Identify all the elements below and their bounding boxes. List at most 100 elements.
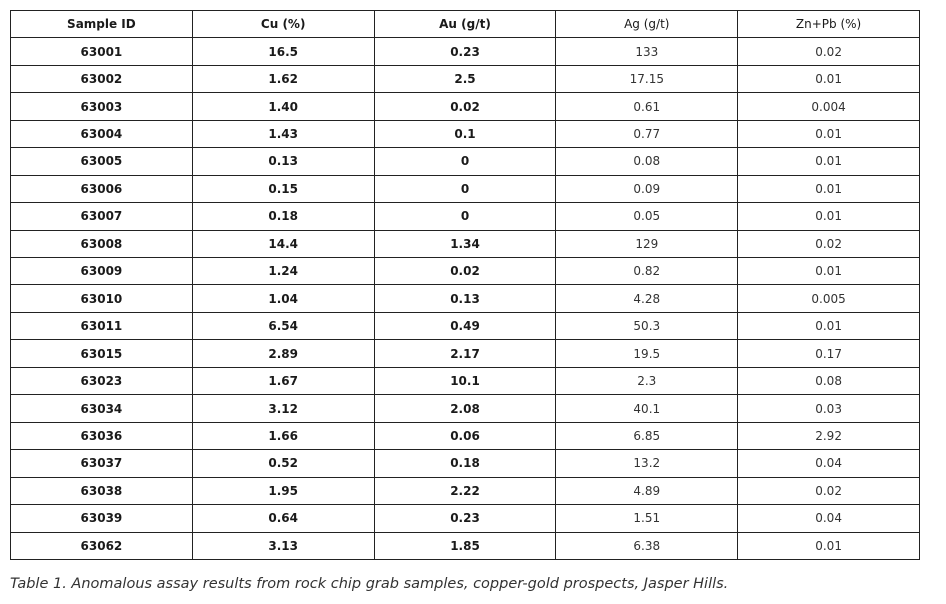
cell-au: 0.23 — [373, 504, 557, 533]
column-header-zn-pb: Zn+Pb (%) — [737, 9, 920, 39]
cell-zn-pb: 0.005 — [737, 284, 920, 313]
cell-ag: 4.28 — [555, 284, 739, 313]
cell-zn-pb: 0.02 — [737, 37, 920, 66]
cell-ag: 13.2 — [555, 449, 739, 478]
cell-sample-id: 63034 — [10, 394, 193, 423]
cell-sample-id: 63015 — [10, 339, 193, 368]
cell-ag: 133 — [555, 37, 739, 66]
table-body: 63001 16.5 0.23 133 0.02 63002 1.62 2.5 17.15 0.0… — [10, 37, 920, 561]
cell-ag: 0.08 — [555, 147, 739, 176]
cell-cu: 1.24 — [191, 257, 375, 286]
table-row: 63001 16.5 0.23 133 0.02 — [10, 37, 920, 66]
cell-sample-id: 63002 — [10, 64, 193, 94]
cell-cu: 0.52 — [191, 449, 375, 478]
cell-zn-pb: 0.01 — [737, 531, 920, 561]
table-row: 63011 6.54 0.49 50.3 0.01 — [10, 311, 920, 341]
cell-au: 0.02 — [373, 257, 557, 286]
cell-cu: 1.67 — [191, 366, 375, 396]
column-header-au: Au (g/t) — [373, 9, 557, 39]
cell-cu: 0.15 — [191, 174, 375, 204]
column-header-cu: Cu (%) — [191, 9, 375, 39]
cell-ag: 50.3 — [555, 311, 739, 341]
cell-ag: 6.85 — [555, 421, 739, 451]
cell-cu: 14.4 — [191, 229, 375, 259]
cell-zn-pb: 0.01 — [737, 202, 920, 231]
table-row: 63037 0.52 0.18 13.2 0.04 — [10, 449, 920, 478]
cell-sample-id: 63004 — [10, 119, 193, 149]
cell-au: 2.5 — [373, 64, 557, 94]
column-header-sample-id: Sample ID — [10, 9, 193, 39]
cell-sample-id: 63005 — [10, 147, 193, 176]
cell-zn-pb: 0.01 — [737, 257, 920, 286]
cell-zn-pb: 0.04 — [737, 504, 920, 533]
table-row: 63005 0.13 0 0.08 0.01 — [10, 147, 920, 176]
cell-au: 0.18 — [373, 449, 557, 478]
cell-sample-id: 63009 — [10, 257, 193, 286]
table-row: 63007 0.18 0 0.05 0.01 — [10, 202, 920, 231]
cell-ag: 1.51 — [555, 504, 739, 533]
table-row: 63002 1.62 2.5 17.15 0.01 — [10, 64, 920, 94]
table-row: 63062 3.13 1.85 6.38 0.01 — [10, 531, 920, 561]
cell-zn-pb: 0.08 — [737, 366, 920, 396]
cell-zn-pb: 0.17 — [737, 339, 920, 368]
cell-au: 10.1 — [373, 366, 557, 396]
cell-cu: 3.12 — [191, 394, 375, 423]
cell-au: 0.06 — [373, 421, 557, 451]
table-caption: Table 1. Anomalous assay results from ro… — [10, 576, 729, 592]
cell-sample-id: 63006 — [10, 174, 193, 204]
cell-cu: 0.18 — [191, 202, 375, 231]
cell-cu: 3.13 — [191, 531, 375, 561]
cell-cu: 1.43 — [191, 119, 375, 149]
cell-cu: 0.13 — [191, 147, 375, 176]
table-row: 63003 1.40 0.02 0.61 0.004 — [10, 92, 920, 121]
table-row: 63039 0.64 0.23 1.51 0.04 — [10, 504, 920, 533]
cell-ag: 0.82 — [555, 257, 739, 286]
cell-zn-pb: 2.92 — [737, 421, 920, 451]
table-row: 63004 1.43 0.1 0.77 0.01 — [10, 119, 920, 149]
cell-ag: 40.1 — [555, 394, 739, 423]
cell-ag: 2.3 — [555, 366, 739, 396]
table-row: 63006 0.15 0 0.09 0.01 — [10, 174, 920, 204]
cell-zn-pb: 0.004 — [737, 92, 920, 121]
cell-sample-id: 63008 — [10, 229, 193, 259]
cell-ag: 129 — [555, 229, 739, 259]
cell-sample-id: 63007 — [10, 202, 193, 231]
cell-cu: 1.95 — [191, 476, 375, 506]
assay-results-table: Sample ID Cu (%) Au (g/t) Ag (g/t) Zn+Pb (%)… — [10, 9, 920, 561]
cell-zn-pb: 0.02 — [737, 476, 920, 506]
table-row: 63036 1.66 0.06 6.85 2.92 — [10, 421, 920, 451]
cell-sample-id: 63037 — [10, 449, 193, 478]
cell-cu: 6.54 — [191, 311, 375, 341]
cell-zn-pb: 0.01 — [737, 119, 920, 149]
cell-zn-pb: 0.01 — [737, 311, 920, 341]
cell-ag: 0.61 — [555, 92, 739, 121]
cell-ag: 6.38 — [555, 531, 739, 561]
cell-au: 2.08 — [373, 394, 557, 423]
cell-sample-id: 63062 — [10, 531, 193, 561]
cell-ag: 0.77 — [555, 119, 739, 149]
cell-au: 0.02 — [373, 92, 557, 121]
cell-sample-id: 63039 — [10, 504, 193, 533]
cell-au: 0 — [373, 202, 557, 231]
cell-cu: 1.04 — [191, 284, 375, 313]
table-row: 63015 2.89 2.17 19.5 0.17 — [10, 339, 920, 368]
cell-ag: 0.09 — [555, 174, 739, 204]
cell-cu: 0.64 — [191, 504, 375, 533]
cell-sample-id: 63003 — [10, 92, 193, 121]
cell-cu: 1.40 — [191, 92, 375, 121]
cell-au: 0.1 — [373, 119, 557, 149]
table-row: 63008 14.4 1.34 129 0.02 — [10, 229, 920, 259]
cell-ag: 4.89 — [555, 476, 739, 506]
table-row: 63034 3.12 2.08 40.1 0.03 — [10, 394, 920, 423]
cell-sample-id: 63010 — [10, 284, 193, 313]
cell-au: 2.22 — [373, 476, 557, 506]
cell-cu: 2.89 — [191, 339, 375, 368]
cell-zn-pb: 0.02 — [737, 229, 920, 259]
cell-au: 1.34 — [373, 229, 557, 259]
cell-cu: 1.66 — [191, 421, 375, 451]
cell-sample-id: 63023 — [10, 366, 193, 396]
cell-sample-id: 63038 — [10, 476, 193, 506]
cell-sample-id: 63036 — [10, 421, 193, 451]
cell-zn-pb: 0.01 — [737, 147, 920, 176]
cell-au: 0 — [373, 174, 557, 204]
